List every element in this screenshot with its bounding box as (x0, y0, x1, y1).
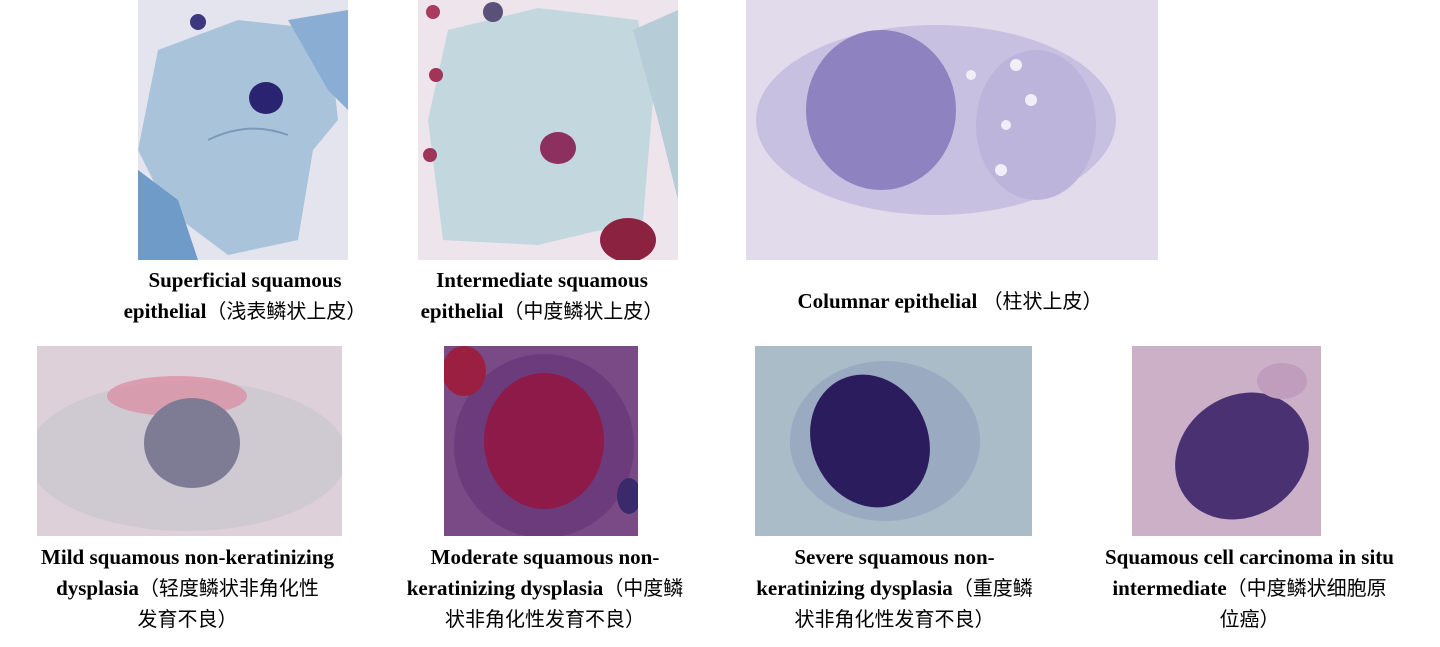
caption-intermediate: Intermediate squamous epithelial（中度鳞状上皮） (420, 268, 664, 323)
mild-dysplasia-image (37, 346, 342, 536)
caption-superficial: Superficial squamous epithelial（浅表鳞状上皮） (123, 268, 367, 323)
caption-carcinoma: Squamous cell carcinoma in situ intermed… (1105, 545, 1394, 631)
carcinoma-in-situ-image (1132, 346, 1321, 536)
superficial-squamous-image (138, 0, 348, 260)
intermediate-squamous-image (418, 0, 678, 260)
caption-severe: Severe squamous non- keratinizing dyspla… (756, 545, 1033, 631)
moderate-dysplasia-image (444, 346, 638, 536)
caption-moderate: Moderate squamous non- keratinizing dysp… (406, 545, 684, 631)
severe-dysplasia-image (755, 346, 1032, 536)
caption-mild: Mild squamous non-keratinizing dysplasia… (41, 545, 334, 631)
columnar-epithelial-image (746, 0, 1158, 260)
caption-columnar: Columnar epithelial （柱状上皮） (797, 289, 1103, 313)
